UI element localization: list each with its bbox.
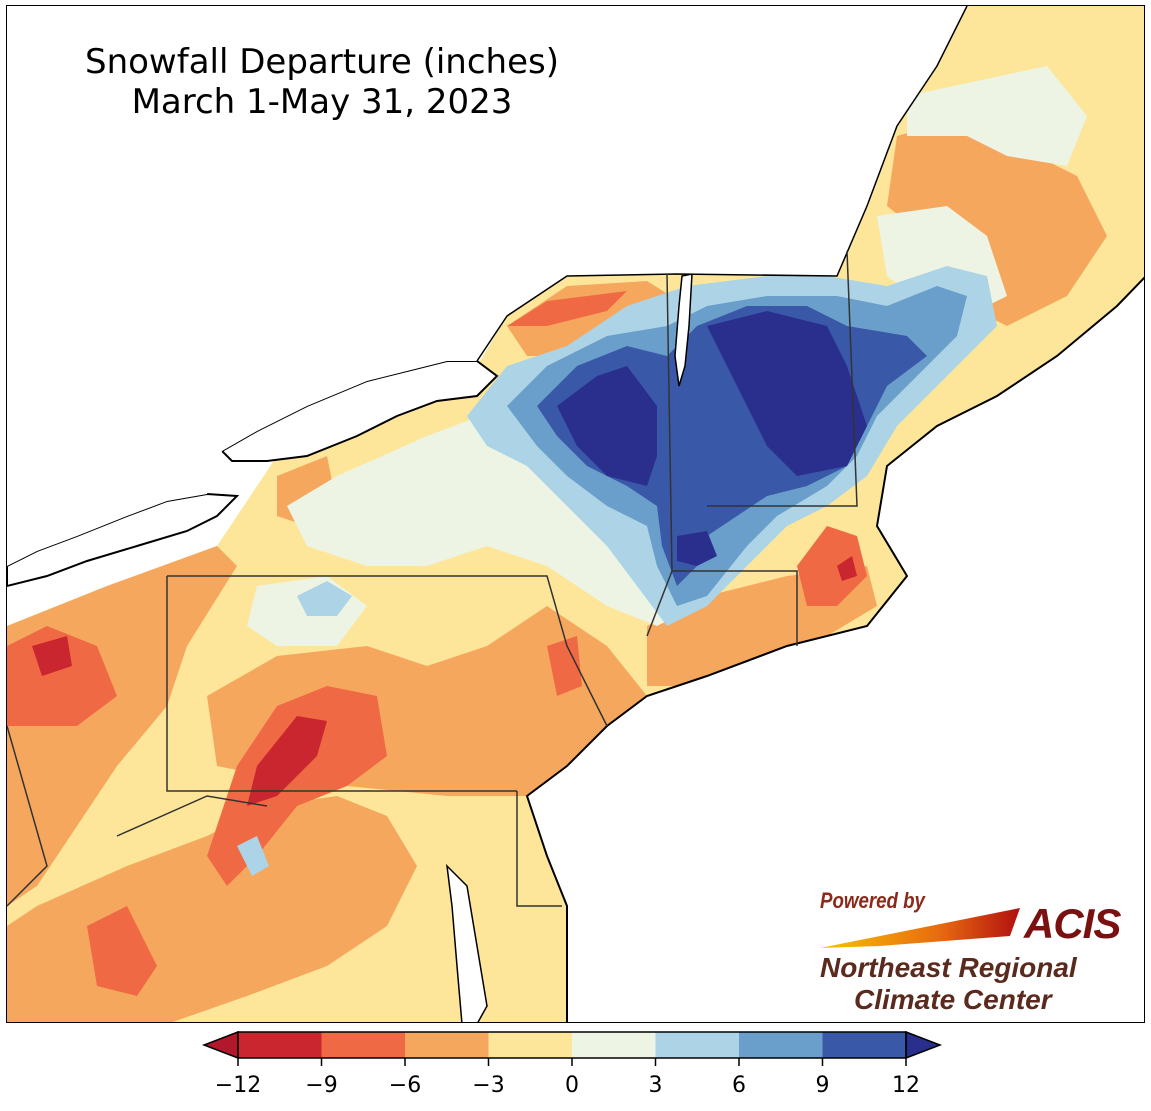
contour-lightblue-wv [237,836,269,876]
coastline [525,276,1144,1022]
contour-red-ma [797,526,867,606]
acis-swoosh-icon [820,908,1020,948]
lake-erie [7,492,240,588]
chesapeake-bay [445,863,488,1022]
title-line-2: March 1-May 31, 2023 [131,82,513,122]
colorbar-segment [321,1032,405,1058]
contour-red-nj [547,636,582,696]
colorbar-tick-label: 6 [732,1073,746,1098]
contour-darkred-ma [837,556,857,581]
canada-border [476,6,968,362]
colorbar-segment [405,1032,489,1058]
colorbar-segment [238,1032,322,1058]
colorbar-segment [739,1032,823,1058]
colorbar-tick-label: 3 [649,1073,663,1098]
contour-orange-me [887,116,1107,326]
map-panel: Snowfall Departure (inches) March 1-May … [6,5,1145,1023]
colorbar-arrow-low [201,1030,239,1060]
colorbar-legend: −12 −9 −6 −3 0 3 6 9 12 [201,1030,943,1098]
powered-by-text: Powered by [820,888,925,913]
lake-champlain [674,273,693,387]
colorbar-boxes [201,1030,943,1060]
colorbar-tick-label: 12 [892,1073,920,1098]
contour-darkestblue-ny [557,366,657,486]
contour-red-pa [207,686,387,886]
org-name-line-1: Northeast Regional [820,952,1077,983]
contour-darkestblue-nh [707,311,867,476]
colorbar-tick-label: −6 [389,1073,421,1098]
title-line-1: Snowfall Departure (inches) [85,42,559,82]
contour-darkred-west [32,636,72,676]
colorbar-segment [488,1032,572,1058]
snowfall-departure-map [7,6,1144,1022]
colorbar-tick-label: −12 [215,1073,261,1098]
colorbar-tick-label: 0 [565,1073,579,1098]
contour-darkred-pa [247,716,327,806]
acis-logo: Powered by ACIS Northeast Regional Clima… [812,884,1142,1022]
acis-wordmark: ACIS [1024,900,1121,947]
contour-lightblue-pa [297,581,352,616]
colorbar-tick-label: 9 [816,1073,830,1098]
colorbar-segment [655,1032,739,1058]
contour-green-me [907,66,1087,166]
colorbar-segment [572,1032,656,1058]
contour-red-va [87,906,157,996]
org-name-line-2: Climate Center [854,984,1052,1015]
colorbar-tick-label: −9 [305,1073,337,1098]
state-borders [7,250,858,907]
colorbar-arrow-high [905,1030,943,1060]
canada-blank [7,6,967,566]
colorbar-segment [822,1032,906,1058]
colorbar-ticks: −12 −9 −6 −3 0 3 6 9 12 [215,1058,920,1098]
atlantic-ocean [527,278,1144,1022]
map-title: Snowfall Departure (inches) March 1-May … [27,42,617,122]
contour-red-ny-north [507,291,627,326]
colorbar-tick-label: −3 [472,1073,504,1098]
contour-darkestblue-ma [677,531,717,566]
